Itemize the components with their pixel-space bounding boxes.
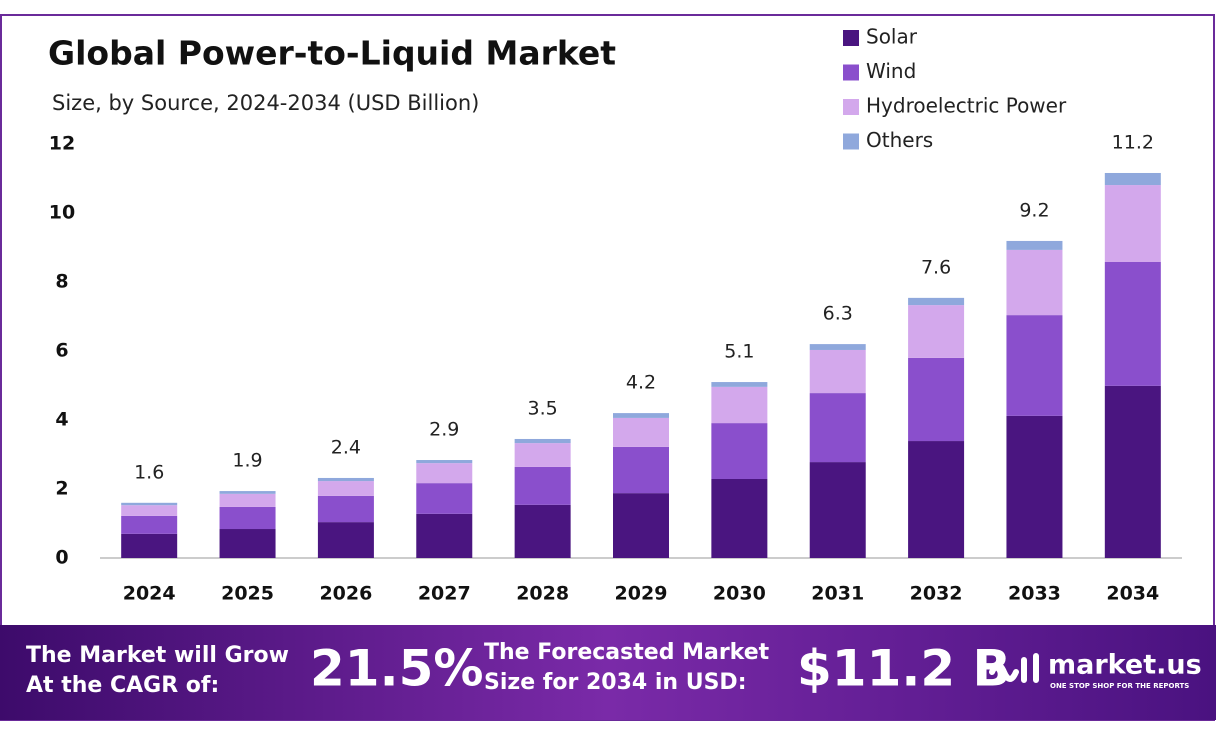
y-tick-label: 10 bbox=[49, 202, 75, 224]
bar-segment bbox=[908, 297, 965, 306]
bar-segment bbox=[219, 506, 276, 530]
bar-segment bbox=[514, 443, 571, 467]
chart-title: Global Power-to-Liquid Market bbox=[48, 34, 616, 73]
bar-segment bbox=[809, 344, 866, 350]
chart-subtitle: Size, by Source, 2024-2034 (USD Billion) bbox=[52, 91, 479, 115]
y-tick-label: 8 bbox=[55, 271, 68, 293]
legend-swatch bbox=[843, 133, 859, 150]
legend-swatch bbox=[843, 30, 859, 46]
y-tick-label: 2 bbox=[55, 478, 68, 500]
bar-segment bbox=[514, 438, 571, 444]
bar-segment bbox=[1104, 172, 1161, 186]
banner-text: The Forecasted Market bbox=[484, 640, 770, 665]
banner-text: The Market will Grow bbox=[26, 643, 289, 668]
legend-label: Solar bbox=[866, 25, 918, 49]
bar-segment bbox=[613, 446, 669, 494]
bar-segment bbox=[317, 495, 374, 523]
bar-segment bbox=[711, 386, 768, 424]
legend-label: Others bbox=[866, 128, 933, 152]
bar-segment bbox=[613, 493, 669, 558]
bar-segment bbox=[514, 466, 571, 505]
bar-segment bbox=[613, 417, 669, 447]
brand: market.us bbox=[1048, 650, 1202, 681]
bar-segment bbox=[1006, 249, 1063, 316]
bar-segment bbox=[809, 462, 866, 558]
x-tick-label: 2024 bbox=[123, 583, 176, 605]
x-tick-label: 2030 bbox=[713, 583, 766, 605]
bar-segment bbox=[317, 522, 374, 558]
banner-cagr: 21.5% bbox=[310, 640, 483, 698]
x-tick-label: 2027 bbox=[418, 583, 471, 605]
y-tick-label: 6 bbox=[55, 340, 68, 362]
bar-segment bbox=[1104, 185, 1161, 262]
bar-segment bbox=[121, 533, 178, 558]
legend-swatch bbox=[843, 99, 859, 115]
bar-segment bbox=[613, 413, 669, 418]
total-label: 2.4 bbox=[331, 436, 361, 458]
bar-segment bbox=[711, 478, 768, 558]
bar-segment bbox=[416, 463, 473, 484]
x-tick-label: 2031 bbox=[811, 583, 864, 605]
legend-swatch bbox=[843, 64, 859, 81]
total-label: 7.6 bbox=[921, 256, 951, 278]
bar-segment bbox=[711, 423, 768, 479]
bar-segment bbox=[1104, 261, 1161, 386]
bar-segment bbox=[416, 460, 473, 464]
y-tick-label: 0 bbox=[55, 547, 68, 569]
x-tick-label: 2025 bbox=[221, 583, 274, 605]
y-tick-label: 12 bbox=[49, 133, 75, 155]
brand-tagline: ONE STOP SHOP FOR THE REPORTS bbox=[1050, 682, 1189, 690]
total-label: 4.2 bbox=[626, 372, 656, 394]
bar-segment bbox=[1006, 240, 1063, 250]
total-label: 5.1 bbox=[724, 341, 754, 363]
bar-segment bbox=[121, 502, 178, 506]
y-tick-label: 4 bbox=[55, 409, 68, 431]
bar-segment bbox=[219, 493, 276, 507]
bar-segment bbox=[219, 529, 276, 558]
bar-segment bbox=[711, 382, 768, 387]
bar-segment bbox=[908, 305, 965, 358]
bar-segment bbox=[1104, 385, 1161, 558]
logo-icon bbox=[989, 653, 1039, 683]
bar-segment bbox=[219, 491, 276, 494]
bar-segment bbox=[908, 357, 965, 442]
bar-segment bbox=[514, 504, 571, 558]
bar-segment bbox=[317, 477, 374, 482]
total-label: 11.2 bbox=[1112, 131, 1154, 153]
total-label: 1.9 bbox=[232, 450, 262, 472]
total-label: 9.2 bbox=[1019, 199, 1049, 221]
x-tick-label: 2028 bbox=[516, 583, 569, 605]
bar-segment bbox=[121, 505, 178, 516]
x-tick-label: 2026 bbox=[319, 583, 372, 605]
total-label: 6.3 bbox=[823, 303, 853, 325]
legend-label: Wind bbox=[866, 59, 916, 83]
bar-segment bbox=[416, 513, 473, 558]
banner-text: Size for 2034 in USD: bbox=[484, 670, 747, 695]
banner-value: $11.2 B bbox=[797, 640, 1011, 698]
bar-segment bbox=[809, 349, 866, 394]
total-label: 1.6 bbox=[134, 461, 164, 483]
bar-segment bbox=[317, 481, 374, 496]
bar-segment bbox=[416, 483, 473, 514]
x-tick-label: 2034 bbox=[1106, 583, 1159, 605]
bar-segment bbox=[121, 515, 178, 534]
x-tick-label: 2029 bbox=[615, 583, 668, 605]
total-label: 2.9 bbox=[429, 419, 459, 441]
total-label: 3.5 bbox=[528, 397, 558, 419]
bar-segment bbox=[1006, 315, 1063, 416]
x-tick-label: 2032 bbox=[910, 583, 963, 605]
legend-label: Hydroelectric Power bbox=[866, 94, 1067, 118]
bar-segment bbox=[1006, 415, 1063, 558]
banner-text: At the CAGR of: bbox=[26, 673, 219, 698]
bar-segment bbox=[908, 441, 965, 558]
x-tick-label: 2033 bbox=[1008, 583, 1061, 605]
bar-segment bbox=[809, 393, 866, 463]
